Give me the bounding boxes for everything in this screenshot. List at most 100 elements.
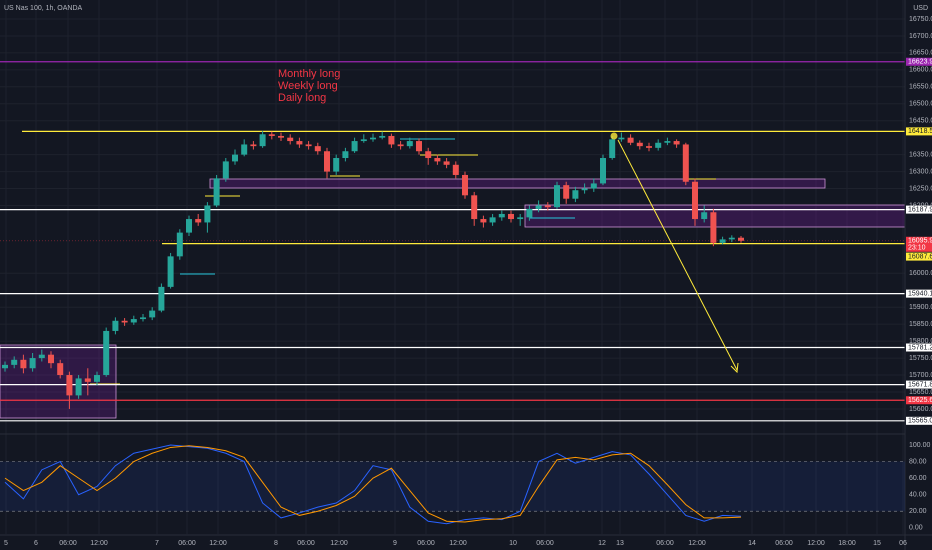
candle-body (498, 213, 505, 218)
x-tick-label: 14 (748, 540, 756, 547)
y-tick-label: 15650.0 (909, 389, 932, 396)
candle-body (48, 354, 54, 364)
price-level-badge (906, 127, 932, 136)
candle-body (222, 161, 229, 179)
countdown: 23:10 (908, 245, 926, 252)
candle-body (268, 134, 275, 136)
candle-body (66, 375, 73, 396)
candle-body (103, 330, 110, 376)
candle-body (397, 144, 404, 147)
candle-body (581, 188, 588, 191)
symbol-title: US Nas 100, 1h, OANDA (4, 5, 83, 12)
candle-body (29, 358, 36, 369)
y-tick-label: 16250.0 (909, 185, 932, 192)
x-tick-label: 12:00 (449, 540, 467, 547)
price-level-label: 15781.2 (908, 344, 932, 351)
candle-body (489, 217, 496, 223)
candle-body (719, 239, 726, 243)
candle-body (342, 151, 349, 159)
stoch-tick-label: 0.00 (909, 525, 923, 532)
candle-body (278, 135, 284, 138)
candle-body (167, 256, 174, 287)
y-tick-label: 16550.0 (909, 84, 932, 91)
candle-body (121, 320, 128, 323)
candle-body (535, 205, 542, 209)
price-level-label: 15625.6 (908, 397, 932, 404)
x-tick-label: 06:00 (178, 540, 196, 547)
x-tick-label: 06:00 (656, 540, 674, 547)
candle-body (443, 161, 450, 165)
candle-body (738, 237, 744, 241)
candle-body (682, 144, 689, 182)
candle-body (287, 137, 294, 142)
candle-body (176, 232, 183, 257)
x-tick-label: 13 (616, 540, 624, 547)
price-level-badge (906, 396, 932, 405)
candle-body (232, 154, 238, 162)
candle-body (75, 378, 82, 396)
candle-body (149, 310, 156, 318)
y-tick-label: 15850.0 (909, 321, 932, 328)
price-level-badge (906, 205, 932, 214)
x-tick-label: 06:00 (417, 540, 435, 547)
point-marker (610, 132, 618, 140)
x-tick-label: 06 (899, 540, 907, 547)
candle-body (360, 139, 367, 142)
candle-body (305, 144, 312, 147)
y-tick-label: 15750.0 (909, 355, 932, 362)
x-tick-label: 6 (34, 540, 38, 547)
x-tick-label: 12 (598, 540, 606, 547)
y-tick-label: 16350.0 (909, 151, 932, 158)
stoch-band (0, 461, 905, 512)
y-tick-label: 16300.0 (909, 168, 932, 175)
stoch-tick-label: 60.00 (909, 475, 927, 482)
stoch-line (4, 445, 742, 523)
candle-body (296, 141, 303, 145)
stoch-tick-label: 100.00 (909, 442, 931, 449)
candle-body (2, 364, 8, 369)
x-tick-label: 5 (4, 540, 8, 547)
candle-body (94, 375, 100, 382)
y-tick-label: 15900.0 (909, 304, 932, 311)
stoch-tick-label: 40.00 (909, 492, 927, 499)
candle-body (554, 185, 560, 208)
y-tick-label: 15800.0 (909, 338, 932, 345)
candle-body (627, 137, 634, 143)
stoch-tick-label: 20.00 (909, 508, 927, 515)
y-tick-label: 15700.0 (909, 372, 932, 379)
candle-body (710, 212, 717, 243)
x-tick-label: 12:00 (807, 540, 825, 547)
candle-body (728, 237, 735, 240)
candle-body (324, 151, 330, 172)
candle-body (572, 190, 579, 199)
candle-body (609, 139, 616, 159)
candle-body (204, 205, 211, 223)
candle-body (112, 320, 119, 331)
arrow (617, 139, 738, 371)
arrow-head (730, 362, 739, 374)
candle-body (241, 144, 248, 155)
candle-body (11, 359, 18, 365)
x-tick-label: 06:00 (536, 540, 554, 547)
price-level-label: 16623.9 (908, 59, 932, 66)
price-level-label: 16095.9 (908, 238, 932, 245)
candle-body (462, 174, 468, 196)
candle-body (590, 183, 597, 189)
candle-body (379, 135, 386, 138)
price-level-badge (906, 236, 932, 252)
price-level-badge (906, 57, 932, 66)
x-tick-label: 12:00 (330, 540, 348, 547)
x-tick-label: 06:00 (775, 540, 793, 547)
y-tick-label: 16600.0 (909, 67, 932, 74)
candle-body (416, 141, 422, 152)
stoch-tick-label: 80.00 (909, 458, 927, 465)
x-tick-label: 9 (393, 540, 397, 547)
price-level-label: 16418.5 (908, 128, 932, 135)
candle-body (600, 158, 606, 184)
candle-body (655, 142, 662, 148)
candle-body (646, 146, 652, 148)
currency: USD (913, 5, 928, 12)
y-tick-label: 16750.0 (909, 16, 932, 23)
y-tick-label: 16000.0 (909, 270, 932, 277)
